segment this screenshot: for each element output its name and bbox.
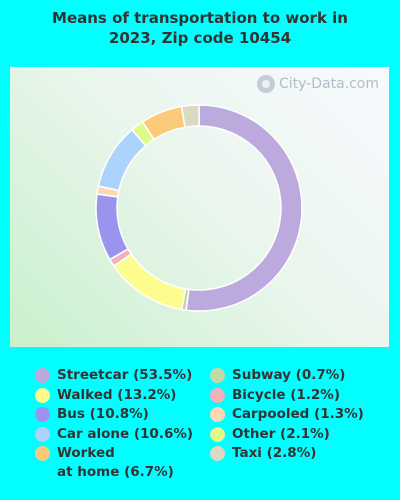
legend-item-subway: Subway (0.7%) [210, 366, 345, 385]
city-data-logo-icon [256, 75, 275, 93]
slice-walked [112, 253, 187, 311]
plot-panel: City-Data.com [10, 67, 389, 347]
donut-chart [95, 104, 303, 312]
legend-swatch [35, 407, 50, 422]
legend: Streetcar (53.5%) Subway (0.7%) Walked (13… [0, 366, 400, 496]
legend-label: Bicycle (1.2%) [232, 386, 340, 403]
legend-item-walked: Walked (13.2%) [35, 386, 176, 405]
legend-swatch [210, 368, 225, 383]
legend-label: Taxi (2.8%) [232, 445, 317, 461]
legend-swatch [35, 368, 50, 383]
legend-swatch [210, 407, 225, 422]
legend-swatch [35, 387, 50, 403]
legend-item-bicycle: Bicycle (1.2%) [210, 386, 340, 405]
watermark-text: City-Data.com [278, 76, 379, 92]
slice-bus [95, 193, 130, 261]
slice-streetcar [185, 104, 303, 312]
legend-item-taxi: Taxi (2.8%) [210, 444, 316, 463]
legend-label: Subway (0.7%) [232, 367, 346, 383]
legend-swatch [35, 446, 50, 461]
legend-label: Other (2.1%) [232, 425, 330, 442]
legend-label: Walked (13.2%) [57, 386, 177, 403]
chart-title-line-1: Means of transportation to work in [52, 9, 348, 27]
legend-swatch [210, 446, 225, 461]
legend-item-other: Other (2.1%) [210, 425, 330, 444]
legend-swatch [210, 387, 225, 403]
legend-item-car-alone: Car alone (10.6%) [35, 425, 193, 444]
legend-label: Bus (10.8%) [57, 406, 149, 422]
slice-car-alone [97, 128, 147, 192]
legend-label: Streetcar (53.5%) [57, 367, 193, 383]
legend-label: Car alone (10.6%) [57, 425, 194, 442]
legend-item-streetcar: Streetcar (53.5%) [35, 366, 192, 385]
slice-taxi [180, 104, 200, 129]
chart-title-line-2: 2023, Zip code 10454 [108, 29, 292, 47]
legend-label: Worked at home (6.7%) [57, 445, 174, 480]
legend-item-worked-at-home: Worked at home (6.7%) [35, 444, 174, 482]
legend-item-carpooled: Carpooled (1.3%) [210, 405, 364, 424]
legend-label: Carpooled (1.3%) [232, 406, 364, 422]
legend-swatch [35, 426, 50, 442]
chart-title: Means of transportation to work in 2023,… [0, 8, 400, 48]
watermark: City-Data.com [256, 75, 379, 93]
legend-swatch [210, 426, 225, 442]
legend-item-bus: Bus (10.8%) [35, 405, 149, 424]
